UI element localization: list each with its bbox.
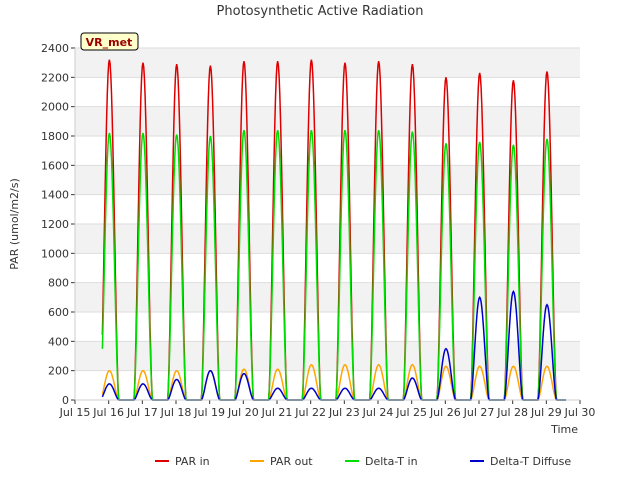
grid-band [75, 165, 580, 195]
x-axis-ticks: Jul 15 Jul 16 Jul 17 Jul 18 Jul 19 Jul 20 Jul … [59, 400, 596, 419]
x-tick-label: Jul 15 [59, 406, 91, 419]
grid-band [75, 48, 580, 78]
x-tick-label: Jul 30 [564, 406, 596, 419]
x-tick-label: Jul 23 [328, 406, 360, 419]
x-tick-label: Jul 19 [193, 406, 225, 419]
chart-title: Photosynthetic Active Radiation [217, 4, 424, 19]
x-tick-label: Jul 25 [395, 406, 427, 419]
y-tick-label: 1000 [41, 247, 69, 260]
y-axis-ticks: 0 200 400 600 800 1000 1200 1400 1600 1800 2000 220… [41, 42, 75, 407]
x-tick-label: Jul 16 [92, 406, 124, 419]
x-tick-label: Jul 22 [294, 406, 326, 419]
y-tick-label: 1200 [41, 218, 69, 231]
grid-band [75, 224, 580, 254]
y-tick-label: 2000 [41, 101, 69, 114]
y-tick-label: 2400 [41, 42, 69, 55]
x-tick-label: Jul 21 [261, 406, 293, 419]
grid-band [75, 282, 580, 312]
x-tick-label: Jul 18 [160, 406, 192, 419]
y-tick-label: 1600 [41, 159, 69, 172]
x-tick-label: Jul 29 [530, 406, 562, 419]
y-tick-label: 800 [48, 277, 69, 290]
x-tick-label: Jul 24 [362, 406, 394, 419]
legend-label: PAR out [270, 455, 313, 468]
legend-label: PAR in [175, 455, 210, 468]
y-axis-label: PAR (umol/m2/s) [8, 178, 21, 270]
y-tick-label: 400 [48, 335, 69, 348]
x-tick-label: Jul 20 [227, 406, 259, 419]
station-badge-label: VR_met [86, 36, 133, 49]
y-tick-label: 2200 [41, 71, 69, 84]
y-tick-label: 600 [48, 306, 69, 319]
station-badge: VR_met [80, 32, 139, 51]
legend: PAR in PAR out Delta-T in Delta-T Diffuse [155, 455, 571, 468]
legend-label: Delta-T Diffuse [490, 455, 571, 468]
x-tick-label: Jul 26 [429, 406, 461, 419]
y-tick-label: 200 [48, 365, 69, 378]
station-badge-box [80, 32, 139, 51]
grid-band [75, 106, 580, 136]
x-tick-label: Jul 27 [463, 406, 495, 419]
legend-label: Delta-T in [365, 455, 418, 468]
y-tick-label: 1400 [41, 189, 69, 202]
y-tick-label: 0 [62, 394, 69, 407]
x-tick-label: Jul 28 [496, 406, 528, 419]
x-tick-label: Jul 17 [126, 406, 158, 419]
y-tick-label: 1800 [41, 130, 69, 143]
x-axis-label: Time [550, 423, 578, 436]
grid-band [75, 341, 580, 371]
grid-bands [75, 47, 580, 401]
